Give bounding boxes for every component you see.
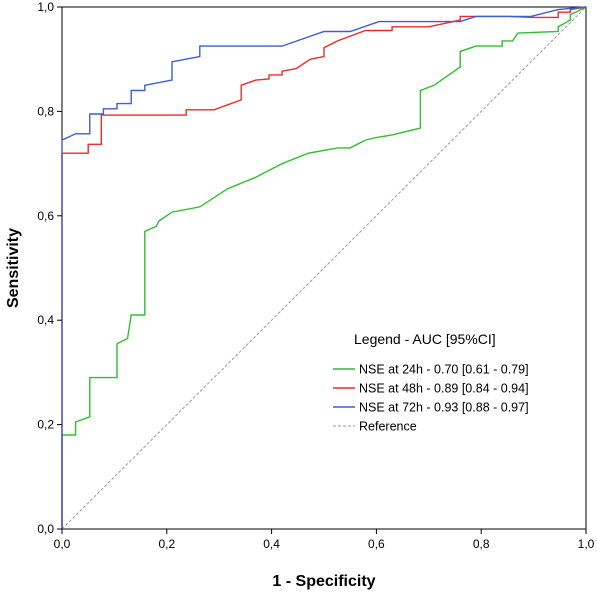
y-tick-label: 1,0 [37,0,54,14]
legend-label: NSE at 24h - 0.70 [0.61 - 0.79] [359,363,529,377]
y-tick-label: 0,2 [37,418,54,432]
legend-label: Reference [359,420,417,434]
x-tick-label: 1,0 [578,537,595,551]
y-tick-label: 0,8 [37,104,54,118]
x-axis-ticks: 0,0 0,2 0,4 0,6 0,8 1,0 [54,529,595,551]
y-tick-label: 0,0 [37,522,54,536]
legend-label: NSE at 48h - 0.89 [0.84 - 0.94] [359,382,529,396]
series-line-reference [61,6,587,530]
x-tick-label: 0,0 [54,537,71,551]
x-tick-label: 0,8 [473,537,490,551]
legend: Legend - AUC [95%CI] NSE at 24h - 0.70 [… [333,331,529,434]
plot-lines [61,6,587,530]
legend-label: NSE at 72h - 0.93 [0.88 - 0.97] [359,401,529,415]
x-tick-label: 0,4 [263,537,280,551]
legend-items: NSE at 24h - 0.70 [0.61 - 0.79] NSE at 48… [333,363,529,434]
y-axis-ticks: 0,0 0,2 0,4 0,6 0,8 1,0 [37,0,62,536]
y-axis-title: Sensitivity [5,228,22,308]
legend-title: Legend - AUC [95%CI] [354,331,496,347]
x-tick-label: 0,2 [158,537,175,551]
y-tick-label: 0,6 [37,209,54,223]
x-tick-label: 0,6 [368,537,385,551]
y-tick-label: 0,4 [37,313,54,327]
x-axis-title: 1 - Specificity [272,573,375,590]
series-line-nse-at-24h-0-70-0-61-0-79 [61,6,587,529]
series-line-nse-at-72h-0-93-0-88-0-97 [61,6,587,529]
